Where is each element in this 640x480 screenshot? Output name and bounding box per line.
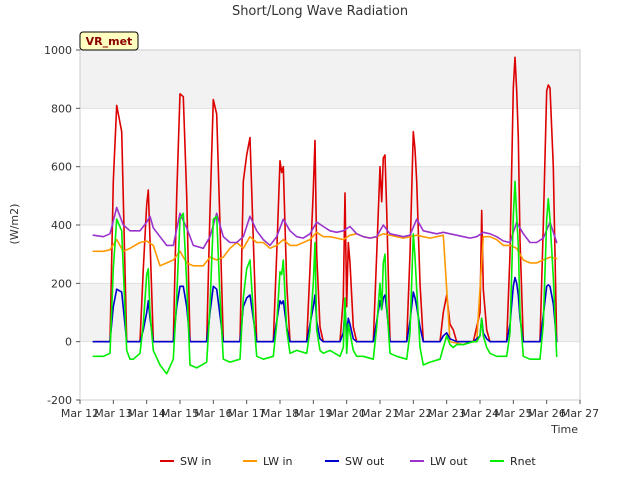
y-tick-label: 0	[65, 336, 72, 349]
plot-band	[80, 50, 580, 109]
x-tick-label: Mar 16	[194, 407, 232, 420]
y-tick-label: 800	[51, 102, 72, 115]
plot-band	[80, 166, 580, 225]
x-tick-label: Mar 19	[294, 407, 332, 420]
y-axis: -200 0 200 400 600 800 1000	[44, 44, 80, 407]
x-tick-label: Mar 14	[128, 407, 166, 420]
x-tick-label: Mar 24	[461, 407, 499, 420]
series-lines	[92, 56, 558, 375]
legend-label: LW out	[430, 455, 468, 468]
x-tick-label: Mar 22	[394, 407, 432, 420]
x-tick-label: Mar 18	[261, 407, 299, 420]
station-badge: VR_met	[79, 31, 139, 51]
x-axis-label: Time	[550, 423, 578, 436]
plot-band	[80, 341, 580, 400]
x-tick-label: Mar 17	[228, 407, 266, 420]
series-line-lw-out	[92, 206, 558, 250]
station-badge-box	[79, 31, 139, 51]
chart-title: Short/Long Wave Radiation	[232, 4, 408, 19]
y-tick-label: 400	[51, 219, 72, 232]
x-tick-label: Mar 25	[494, 407, 532, 420]
x-tick-label: Mar 15	[161, 407, 199, 420]
y-tick-label: -200	[47, 394, 72, 407]
x-tick-label: Mar 21	[361, 407, 399, 420]
series-line-rnet	[92, 180, 558, 375]
station-badge-label: VR_met	[86, 35, 133, 48]
x-tick-label: Mar 27	[561, 407, 599, 420]
plot-band	[80, 283, 580, 342]
legend-label: SW out	[345, 455, 385, 468]
y-tick-label: 1000	[44, 44, 72, 57]
series-line-sw-in	[92, 56, 558, 343]
legend-label: SW in	[180, 455, 211, 468]
plot-band	[80, 108, 580, 167]
y-axis-label: (W/m2)	[8, 204, 21, 245]
x-tick-label: Mar 20	[328, 407, 366, 420]
series-line-lw-in	[92, 231, 558, 346]
legend: SW in LW in SW out LW out Rnet	[160, 455, 536, 468]
x-tick-label: Mar 12	[61, 407, 99, 420]
legend-label: Rnet	[510, 455, 536, 468]
legend-label: LW in	[263, 455, 293, 468]
x-tick-label: Mar 26	[528, 407, 566, 420]
y-tick-label: 600	[51, 161, 72, 174]
plot-background-bands	[80, 49, 580, 401]
plot-band	[80, 225, 580, 284]
y-tick-label: 200	[51, 277, 72, 290]
x-tick-label: Mar 13	[94, 407, 132, 420]
x-tick-label: Mar 23	[428, 407, 466, 420]
